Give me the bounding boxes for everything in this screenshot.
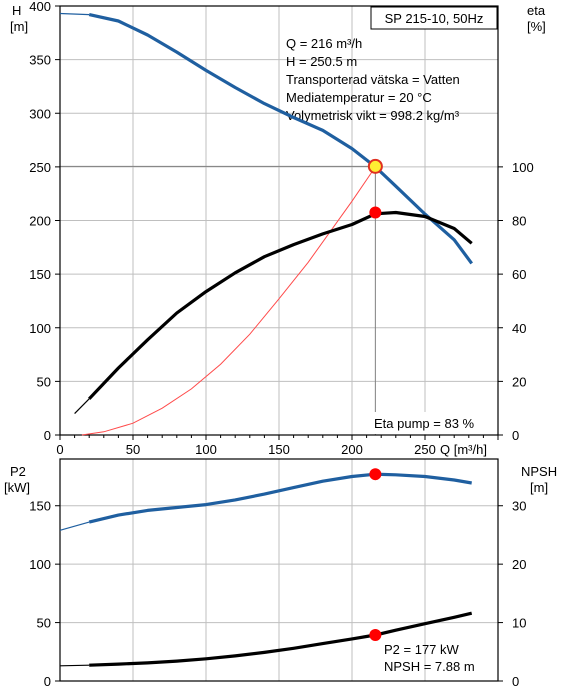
y-right-tick-label: 30	[512, 499, 526, 514]
chart-title: SP 215-10, 50Hz	[385, 11, 484, 26]
head-curve-extension	[59, 12, 90, 16]
y-right-tick-label: 20	[512, 557, 526, 572]
y-right-label-line1: eta	[527, 3, 546, 18]
bottom-info-line: NPSH = 7.88 m	[384, 659, 475, 674]
y-left-label-line2: [m]	[10, 19, 28, 34]
bottom-info-line: P2 = 177 kW	[384, 642, 460, 657]
eta-pump-annotation: Eta pump = 83 %	[374, 416, 475, 431]
y-left-tick-label: 150	[29, 499, 51, 514]
y-left-tick-label: 100	[29, 321, 51, 336]
y-right-tick-label: 10	[512, 616, 526, 631]
y-left-tick-label: 250	[29, 160, 51, 175]
p2-curve	[88, 472, 472, 524]
p2-axis-label-line1: P2	[10, 464, 26, 479]
y-right-label-line2: [%]	[527, 19, 546, 34]
y-right-tick-label: 80	[512, 214, 526, 229]
info-line: H = 250.5 m	[286, 54, 357, 69]
system-curve	[81, 166, 376, 436]
npsh-point-marker	[369, 628, 382, 641]
npsh-curve-extension	[59, 664, 90, 667]
y-left-tick-label: 350	[29, 53, 51, 68]
y-left-label-line1: H	[12, 3, 21, 18]
y-left-tick-label: 300	[29, 106, 51, 121]
p2-axis-label-line2: [kW]	[4, 480, 30, 495]
y-right-tick-label: 0	[512, 674, 519, 689]
y-left-tick-label: 0	[44, 428, 51, 443]
plot-frame-bottom	[59, 458, 499, 682]
x-axis-label: Q [m³/h]	[440, 442, 487, 457]
info-line: Q = 216 m³/h	[286, 36, 362, 51]
info-line: Volymetrisk vikt = 998.2 kg/m³	[286, 108, 460, 123]
y-left-tick-label: 0	[44, 674, 51, 689]
y-right-tick-label: 100	[512, 160, 534, 175]
info-line: Transporterad vätska = Vatten	[286, 72, 460, 87]
y-right-tick-label: 0	[512, 428, 519, 443]
x-tick-label: 200	[341, 442, 363, 457]
efficiency-curve-extension	[74, 398, 90, 415]
x-tick-label: 100	[195, 442, 217, 457]
efficiency-point-marker	[369, 206, 382, 219]
info-line: Mediatemperatur = 20 °C	[286, 90, 432, 105]
y-left-tick-label: 150	[29, 267, 51, 282]
x-tick-label: 50	[126, 442, 140, 457]
y-left-tick-label: 50	[37, 374, 51, 389]
top-panel: 0 50 100 150 200 250 300 350 400 0 20 40 60 80 100 0 50 1…	[10, 0, 546, 457]
chart-title-box	[370, 6, 498, 30]
y-left-tick-label: 50	[37, 616, 51, 631]
y-left-tick-label: 200	[29, 214, 51, 229]
p2-point-marker	[369, 468, 382, 481]
y-right-tick-label: 40	[512, 321, 526, 336]
efficiency-curve	[88, 210, 473, 400]
npsh-axis-label-line1: NPSH	[521, 464, 557, 479]
x-tick-label: 0	[56, 442, 63, 457]
y-left-tick-label: 100	[29, 557, 51, 572]
x-tick-label: 150	[268, 442, 290, 457]
x-tick-label: 250	[414, 442, 436, 457]
y-right-tick-label: 20	[512, 374, 526, 389]
annotation-box	[370, 412, 497, 434]
head-curve	[88, 13, 473, 265]
y-right-tick-label: 60	[512, 267, 526, 282]
bottom-panel: 0 50 100 150 0 10 20 30 P2[kW] NPSH[m] P2 = 177 kW…	[4, 458, 557, 689]
npsh-axis-label-line2: [m]	[530, 480, 548, 495]
y-left-tick-label: 400	[29, 0, 51, 14]
p2-curve-extension	[59, 521, 90, 531]
npsh-curve	[89, 611, 473, 667]
operating-point-marker	[367, 158, 383, 174]
